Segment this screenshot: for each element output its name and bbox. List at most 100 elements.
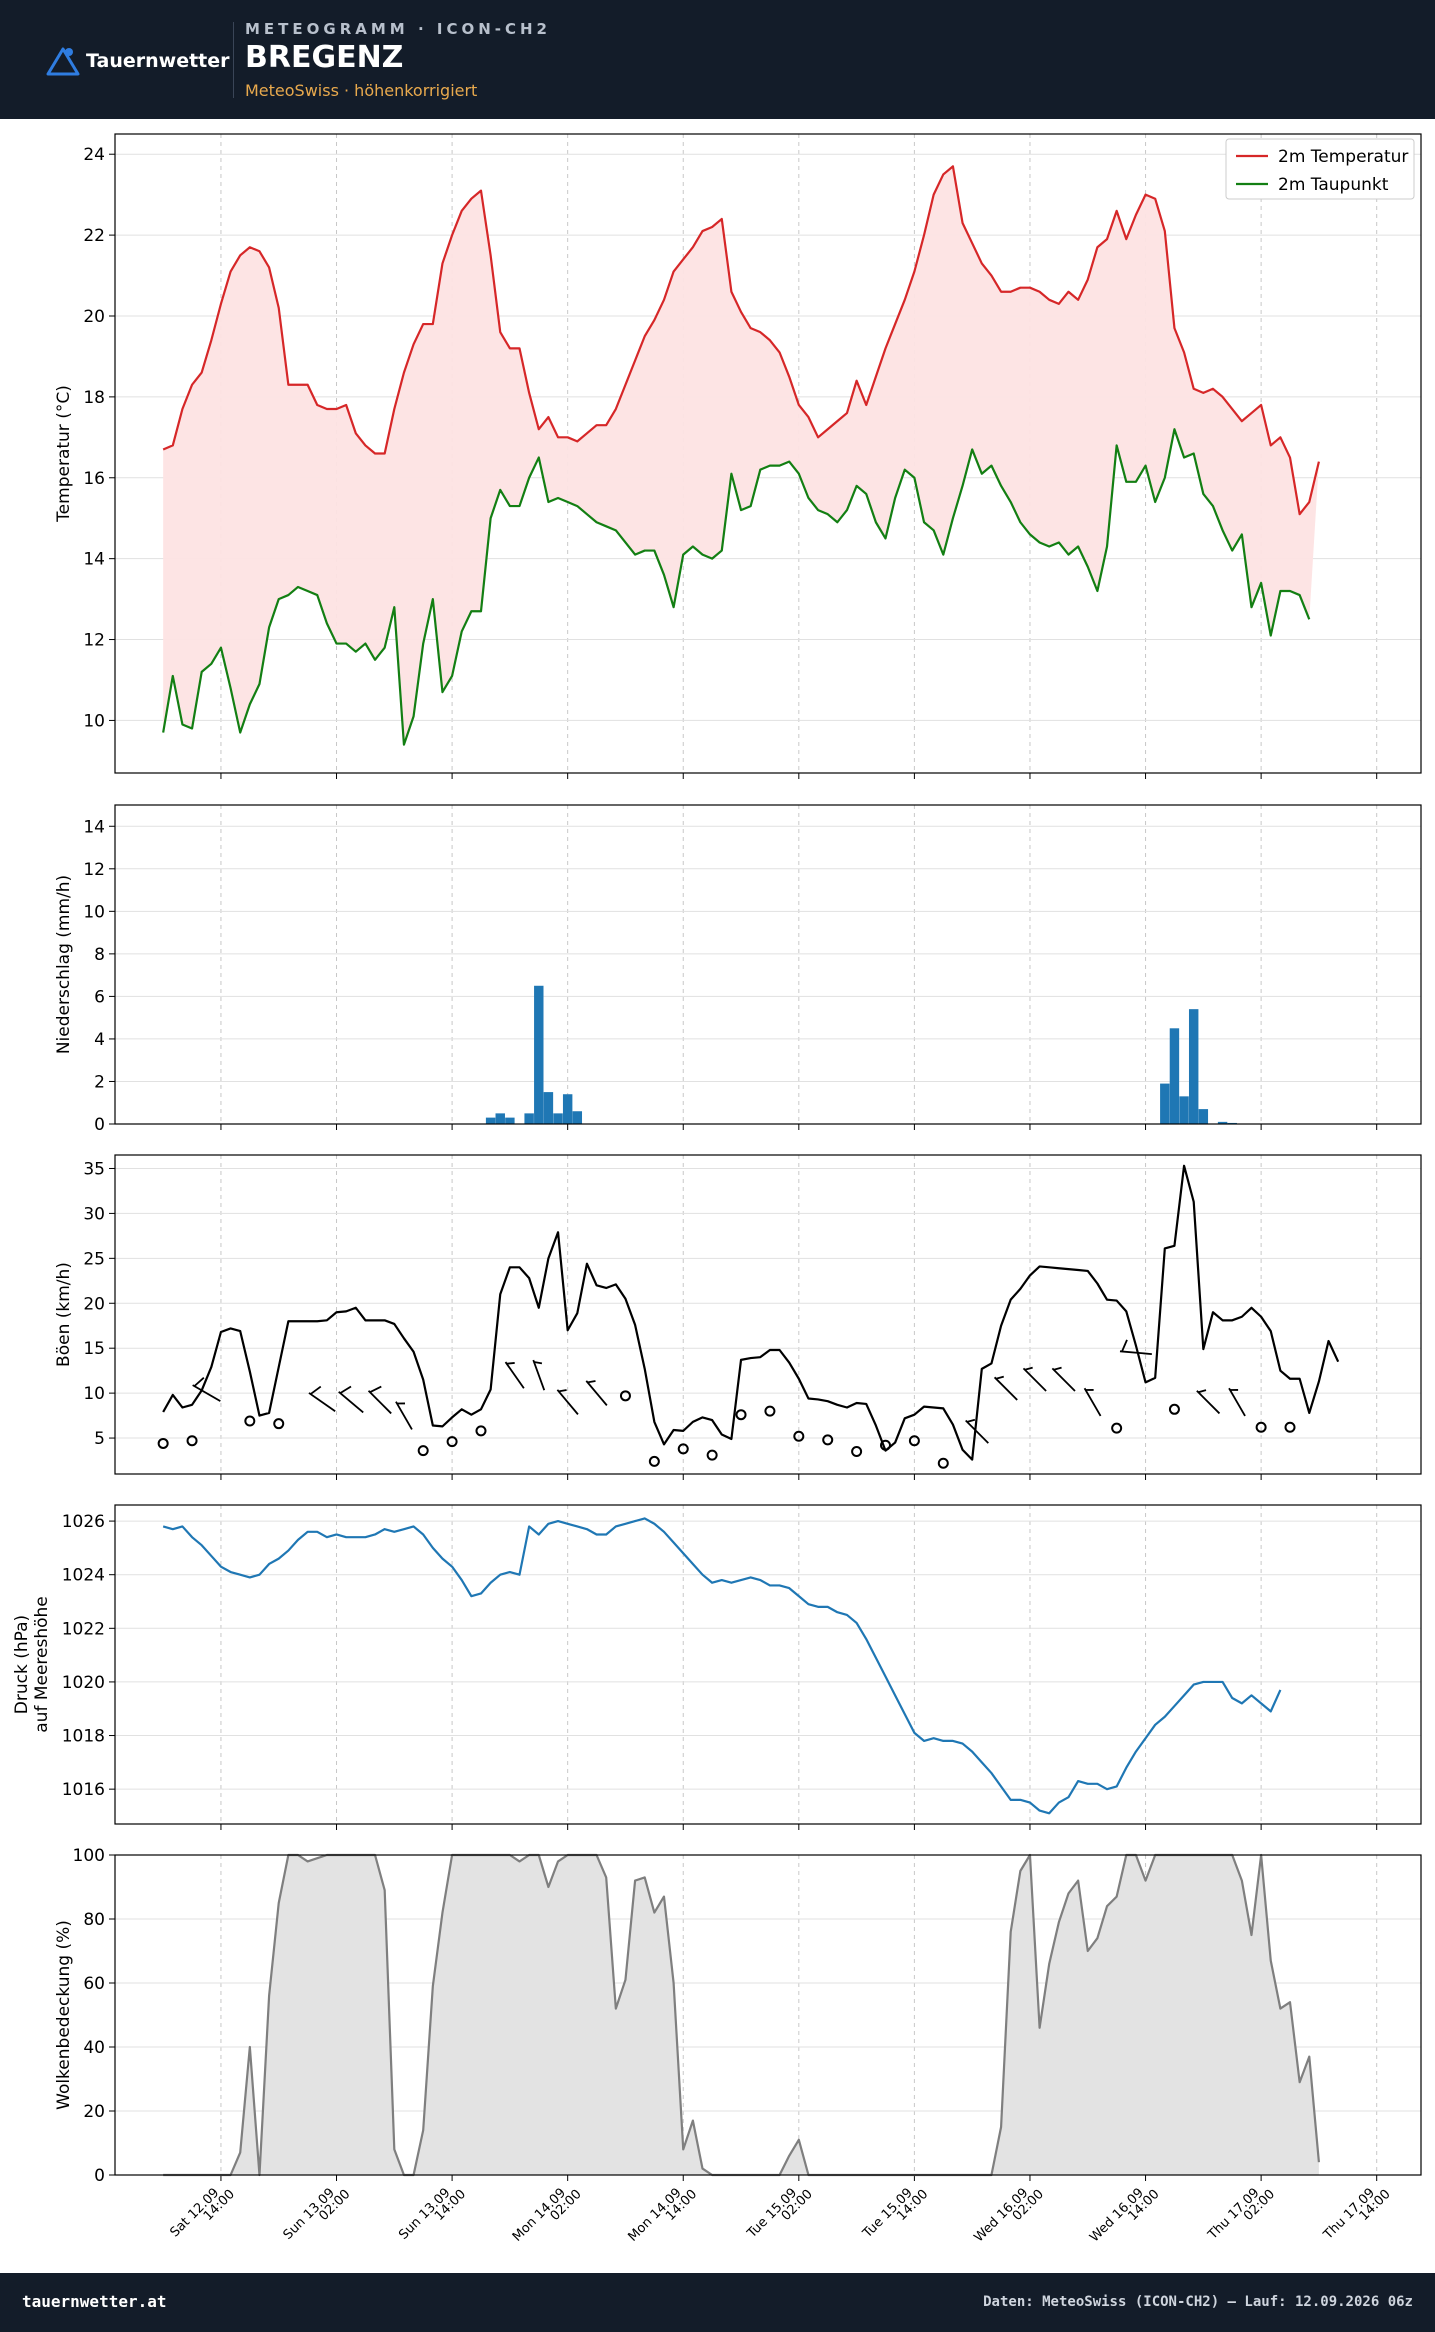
wind-calm-marker — [822, 1434, 834, 1446]
y-axis-label: Wolkenbedeckung (%) — [54, 1920, 74, 2110]
y-tick-label: 22 — [83, 226, 105, 246]
wind-barb-shaft — [1022, 1367, 1047, 1392]
precip-bar — [1217, 1121, 1228, 1124]
y-tick-label: 10 — [83, 902, 105, 922]
wind-barb — [338, 1385, 364, 1414]
wind-barb — [192, 1377, 221, 1402]
y-axis-label: Böen (km/h) — [54, 1262, 74, 1367]
wind-calm-marker — [446, 1436, 458, 1448]
y-tick-label: 60 — [83, 1974, 105, 1994]
plot-area — [115, 1505, 1421, 1824]
wind-calm-marker — [793, 1430, 805, 1442]
y-tick-label: 35 — [83, 1159, 105, 1179]
y-tick-label: 2 — [94, 1072, 105, 1092]
wind-barb — [395, 1401, 413, 1430]
y-tick-label: 10 — [83, 711, 105, 731]
chart-panel-3: 5 10 15 20 25 30 35 Böen (km/h) — [54, 1154, 1422, 1480]
wind-barb — [1119, 1339, 1152, 1355]
legend-box — [1225, 138, 1415, 200]
wind-barb — [965, 1418, 989, 1444]
page-kicker: METEOGRAMM · ICON-CH2 — [245, 20, 551, 38]
wind-calm-marker — [735, 1409, 747, 1421]
wind-calm-marker — [619, 1390, 631, 1402]
wind-calm-marker — [157, 1437, 169, 1449]
wind-calm-marker — [244, 1415, 256, 1427]
y-axis-label: Niederschlag (mm/h) — [54, 875, 74, 1054]
y-tick-label: 10 — [83, 1384, 105, 1404]
wind-barb-shaft — [556, 1389, 579, 1415]
temperature-line — [162, 165, 1320, 516]
wind-calm-marker — [417, 1445, 429, 1457]
wind-barb — [1051, 1366, 1076, 1392]
y-tick-label: 5 — [94, 1429, 105, 1449]
chart-panel-2: 0 2 4 6 8 10 12 14 Niederschlag (mm/h) — [54, 804, 1422, 1135]
header-bar: Tauernwetter METEOGRAMM · ICON-CH2 BREGE… — [0, 0, 1435, 119]
gust-line — [162, 1164, 1340, 1461]
footer-credit: Daten: MeteoSwiss (ICON-CH2) – Lauf: 12.… — [983, 2294, 1413, 2310]
plot-area — [115, 805, 1421, 1124]
wind-barb-feather — [558, 1389, 567, 1393]
legend-label: 2m Temperatur — [1278, 147, 1408, 167]
y-axis-label: Druck (hPa) — [12, 1615, 32, 1714]
wind-barb-feather — [533, 1361, 543, 1365]
wind-barb-shaft — [993, 1376, 1018, 1401]
y-tick-label: 25 — [83, 1249, 105, 1269]
y-axis-label: Temperatur (°C) — [54, 385, 74, 523]
y-tick-label: 20 — [83, 1294, 105, 1314]
wind-barb — [1022, 1366, 1047, 1392]
y-tick-label: 15 — [83, 1339, 105, 1359]
wind-barb — [556, 1389, 579, 1415]
precip-bar — [572, 1111, 583, 1124]
wind-barb — [504, 1361, 525, 1389]
wind-calm-marker — [1255, 1421, 1267, 1433]
wind-barb — [308, 1385, 336, 1413]
precip-bar — [505, 1117, 515, 1124]
wind-barb-feather — [506, 1362, 515, 1365]
wind-barb-feather — [995, 1375, 1005, 1380]
precip-bar — [1198, 1109, 1209, 1124]
footer-bar: tauernwetter.at Daten: MeteoSwiss (ICON-… — [0, 2273, 1435, 2332]
wind-barb — [367, 1385, 392, 1415]
wind-calm-marker — [1111, 1422, 1123, 1434]
wind-barb-feather — [310, 1385, 322, 1395]
header-divider — [233, 22, 234, 98]
precip-bar — [1179, 1096, 1189, 1124]
wind-calm-marker — [880, 1439, 892, 1451]
wind-calm-marker — [1284, 1421, 1296, 1433]
plot-area — [115, 1155, 1421, 1474]
wind-barb — [1083, 1387, 1102, 1417]
footer-site-link[interactable]: tauernwetter.at — [22, 2292, 167, 2311]
wind-barb-feather — [1024, 1366, 1033, 1371]
mountain-logo-icon — [46, 47, 80, 76]
wind-calm-marker — [908, 1435, 920, 1447]
wind-barb-shaft — [965, 1419, 989, 1444]
y-tick-label: 30 — [83, 1204, 105, 1224]
chart-panel-1: 10 12 14 16 18 20 22 24 Temperatur (°C) 2m Temper… — [54, 133, 1422, 779]
wind-barb — [1196, 1389, 1221, 1415]
wind-barb-feather — [966, 1418, 976, 1423]
y-tick-label: 0 — [94, 1115, 105, 1135]
wind-calm-marker — [764, 1405, 776, 1417]
y-tick-label: 12 — [83, 860, 105, 880]
precip-bar — [1160, 1083, 1170, 1124]
y-tick-label: 4 — [94, 1030, 105, 1050]
wind-calm-marker — [648, 1455, 660, 1467]
wind-barb-feather — [1198, 1389, 1207, 1394]
wind-barb-shaft — [367, 1390, 392, 1415]
logo[interactable]: Tauernwetter — [46, 46, 230, 76]
wind-barb-shaft — [338, 1391, 364, 1414]
wind-barb-feather — [1121, 1339, 1128, 1352]
y-tick-label: 8 — [94, 945, 105, 965]
station-title: BREGENZ — [245, 40, 404, 75]
wind-calm-marker — [677, 1443, 689, 1455]
y-tick-label: 18 — [83, 388, 105, 408]
precip-bar — [562, 1094, 573, 1124]
plot-frame — [114, 133, 1422, 774]
